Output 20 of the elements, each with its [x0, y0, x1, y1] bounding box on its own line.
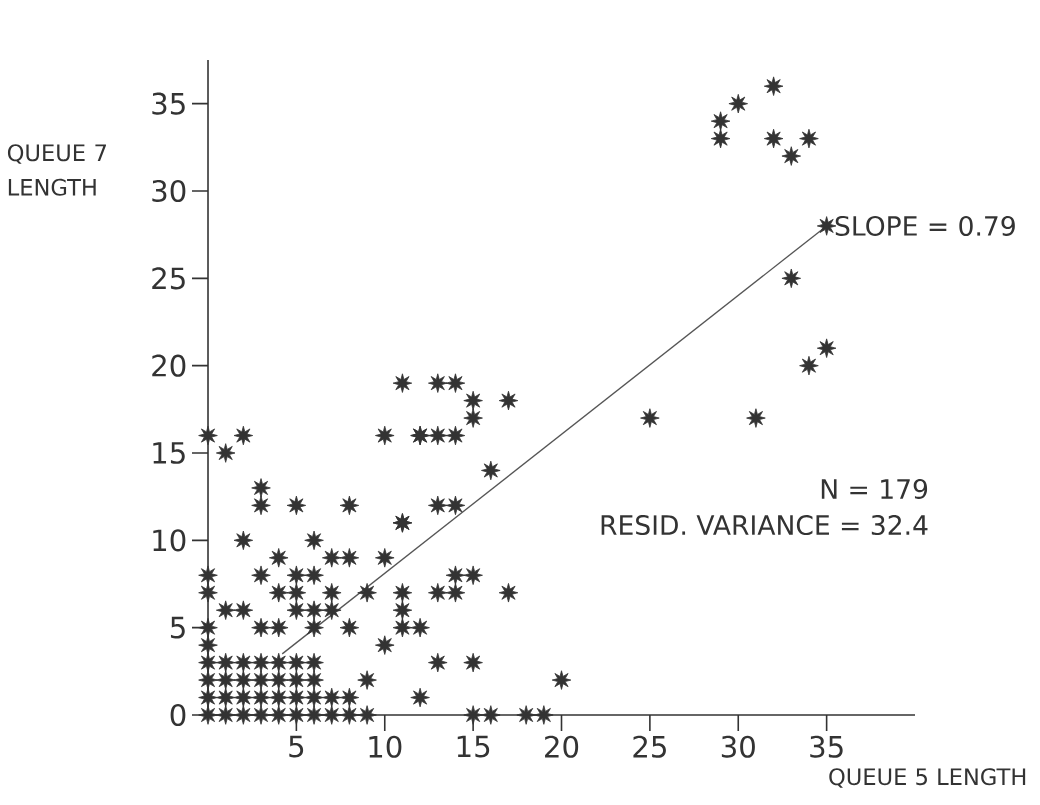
annotation: SLOPE = 0.79	[835, 215, 1015, 236]
x-tick-label: 30	[721, 735, 755, 758]
y-tick-label: 15	[153, 442, 185, 464]
x-tick-label: 20	[545, 735, 579, 758]
y-tick-label: 5	[170, 616, 185, 639]
y-tick-label: 35	[152, 92, 185, 115]
x-tick-label: 35	[810, 735, 843, 758]
y-tick-label: 25	[152, 267, 185, 290]
x-tick-label: 5	[289, 735, 304, 758]
y-tick-label: 30	[152, 179, 186, 203]
annotation: RESID. VARIANCE = 32.4	[601, 515, 928, 536]
y-axis-title: QUEUE 7 LENGTH	[7, 144, 106, 196]
y-tick-label: 0	[170, 703, 186, 727]
y-tick-label: 10	[153, 529, 186, 552]
x-tick-label: 25	[633, 735, 666, 758]
y-tick-label: 20	[152, 354, 186, 377]
x-tick-label: 10	[369, 735, 402, 758]
x-tick-label: 15	[457, 735, 490, 758]
x-axis-title: QUEUE 5 LENGTH	[829, 768, 1026, 788]
annotation: N = 179	[821, 478, 928, 500]
